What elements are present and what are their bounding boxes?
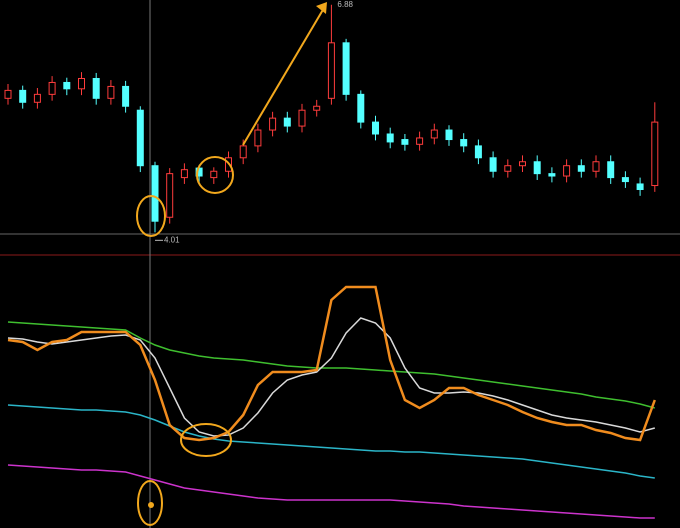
candle-body — [48, 81, 56, 95]
candle-body — [577, 165, 585, 172]
candle-body — [592, 161, 600, 172]
candle-body — [386, 133, 394, 143]
circle-indicator — [180, 423, 232, 457]
annotations — [136, 2, 327, 526]
candle-body — [548, 173, 556, 177]
candle-body — [78, 77, 85, 90]
candle-body — [122, 85, 130, 107]
candle-body — [563, 165, 571, 177]
low-label: 4.01 — [164, 235, 180, 244]
indicator-line — [7, 285, 656, 442]
candle-body — [533, 161, 541, 175]
candle-body — [239, 145, 247, 159]
indicator-line — [7, 317, 655, 437]
indicator-line — [7, 321, 655, 409]
candle-body — [298, 109, 306, 127]
candle-body — [636, 183, 644, 190]
indicator-line — [7, 464, 655, 519]
candle-body — [151, 165, 159, 222]
candle-body — [313, 105, 321, 111]
candle-body — [357, 93, 365, 123]
high-label: 6.88 — [337, 0, 353, 9]
candle-body — [504, 165, 512, 172]
candle-body — [519, 161, 526, 167]
candle-body — [63, 81, 71, 90]
dot — [148, 502, 154, 508]
candle-body — [19, 89, 27, 103]
candle-body — [166, 173, 174, 218]
circle-low — [136, 195, 166, 237]
candle-body — [474, 145, 482, 159]
candle-body — [430, 129, 438, 139]
candle-body — [210, 170, 218, 179]
circle-bottom — [137, 480, 163, 526]
candle-body — [107, 85, 115, 99]
candle-body — [372, 121, 379, 135]
candle-body — [4, 89, 12, 99]
candle-body — [92, 77, 100, 99]
candle-body — [460, 139, 468, 147]
candle-body — [651, 121, 659, 187]
candle-body — [33, 93, 41, 103]
candle-body — [607, 161, 615, 179]
candle-body — [254, 129, 262, 147]
marks: 6.88 4.01 — [4, 0, 659, 519]
candle-body — [489, 157, 497, 172]
indicator-line — [7, 404, 655, 479]
candle-body — [180, 169, 188, 179]
candle-body — [621, 177, 629, 183]
candle-body — [136, 109, 144, 167]
candle-body — [327, 42, 335, 99]
arrow-line — [242, 7, 325, 146]
candle-body — [445, 129, 453, 141]
candle-body — [342, 42, 350, 95]
candle-body — [283, 117, 291, 127]
circle-base — [196, 156, 234, 194]
candle-body — [401, 139, 409, 145]
arrow-head — [316, 2, 327, 14]
candle-body — [269, 117, 277, 131]
candle-body — [416, 137, 424, 145]
